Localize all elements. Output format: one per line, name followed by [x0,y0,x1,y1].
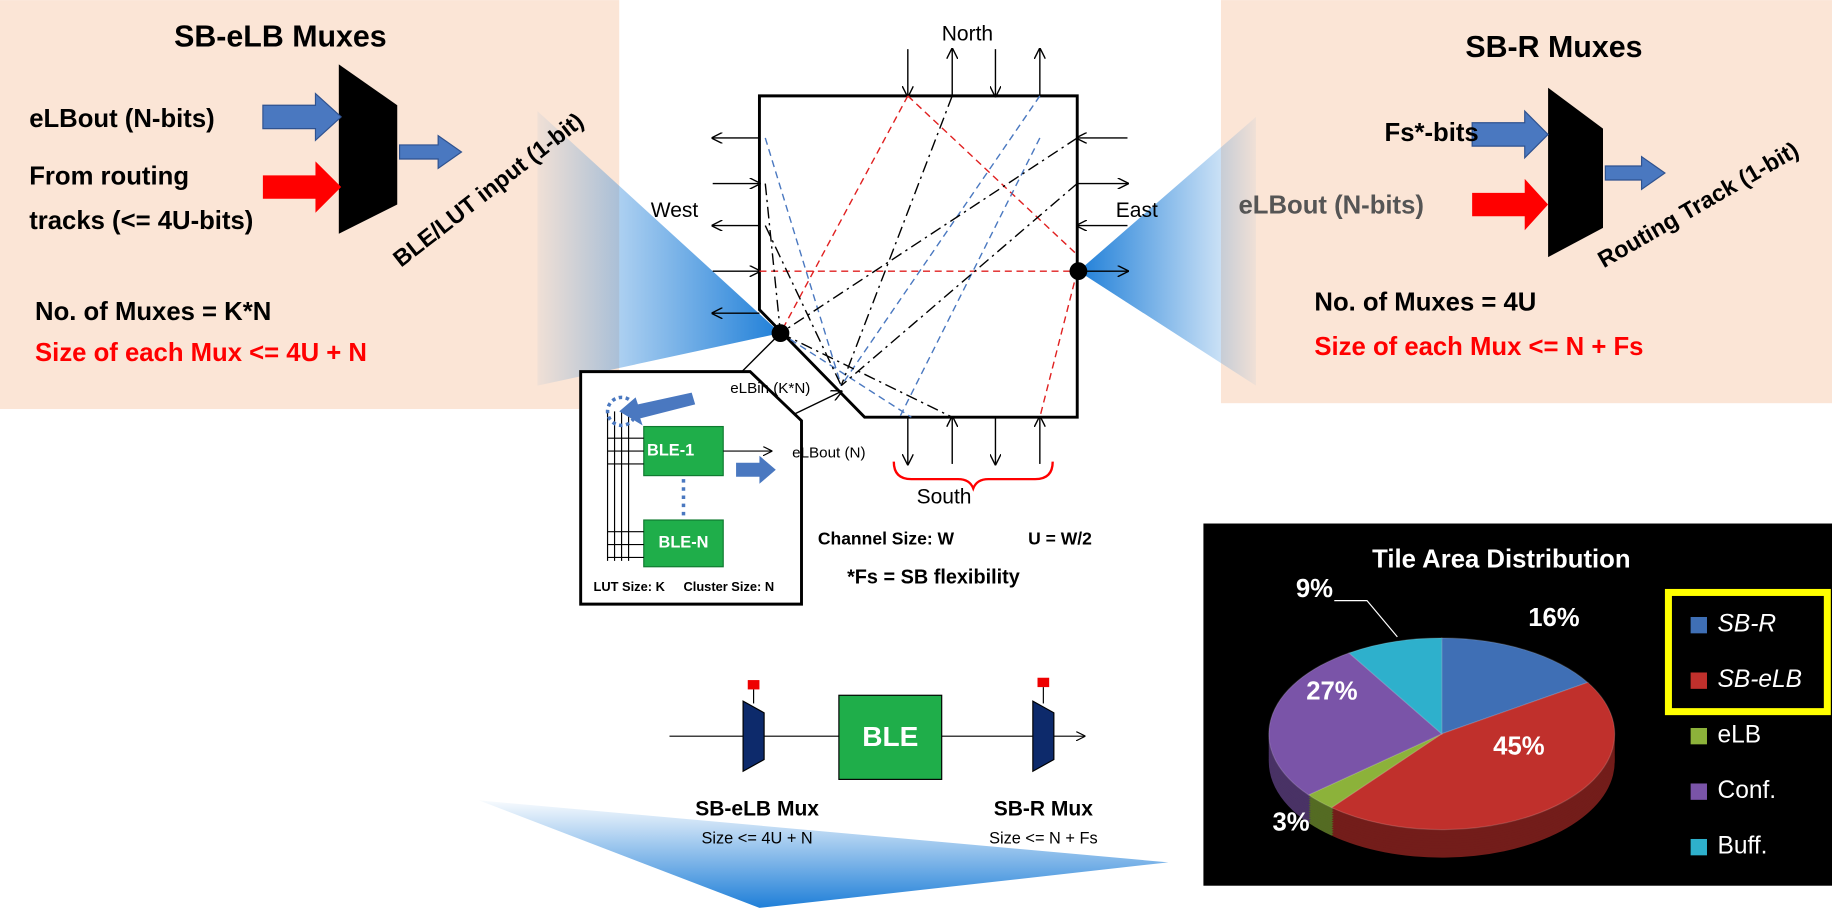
left-mux-group [262,64,463,234]
value-label: 27% [1306,678,1358,706]
label: Size <= 4U + N [701,829,812,847]
label: U = W/2 [1028,528,1092,548]
legend-swatch [1690,672,1707,689]
label: tracks (<= 4U-bits) [29,207,253,235]
legend-swatch [1690,727,1707,745]
direction-label: South [917,485,972,508]
panel-title: SB-eLB Muxes [174,21,387,54]
label: LUT Size: K [594,579,666,594]
spotlight [537,111,781,386]
label: SB-R Mux [994,797,1094,820]
value-label: 3% [1272,809,1309,837]
mux [338,64,398,234]
legend-swatch [1690,616,1707,634]
arrow [1604,155,1666,191]
pie-slice [1307,733,1443,809]
pie-slice [1441,637,1589,735]
legend-label: Conf. [1718,777,1777,804]
right-mux-group [1471,87,1666,258]
legend-label: SB-eLB [1718,666,1803,693]
legend-swatch [1690,838,1707,856]
label: SB-eLB Mux [695,797,819,820]
switch-box [710,49,1127,492]
arrow [262,161,342,213]
arrow [1472,178,1549,231]
arrow [1471,109,1549,160]
label: eLBout (N-bits) [29,105,214,133]
cluster [579,370,803,606]
pie-slice [1268,652,1443,796]
label: eLBin (K*N) [730,380,810,397]
label: No. of Muxes = K*N [35,298,271,326]
mux [1548,87,1603,258]
legend-label: SB-R [1718,611,1777,638]
ble-label: BLE-1 [647,441,694,459]
value-label: 45% [1493,733,1545,761]
arrow [398,134,463,170]
left-panel [0,0,620,410]
label: eLBout (N-bits) [1238,192,1423,220]
label: eLBout (N) [792,444,865,461]
legend-label: eLB [1718,722,1762,749]
pie-title: Tile Area Distribution [1372,546,1630,574]
path-diagram [669,677,1084,780]
legend-swatch [1690,783,1707,800]
pie-slice [1347,637,1443,736]
label: Channel Size: W [818,528,955,548]
spotlight [1078,116,1256,386]
label: Size <= N + Fs [989,829,1098,847]
label: Cluster Size: N [683,579,774,594]
direction-label: North [942,23,993,46]
label: No. of Muxes = 4U [1314,289,1536,317]
value-label: 16% [1528,604,1580,632]
label: *Fs = SB flexibility [847,567,1020,589]
direction-label: East [1116,199,1158,222]
highlight-box [1664,588,1831,716]
label: From routing [29,162,189,190]
ble-label: BLE [862,721,918,752]
label: Size of each Mux <= 4U + N [35,339,367,367]
legend-label: Buff. [1718,833,1768,860]
label: Fs*-bits [1385,119,1479,147]
value-label: 9% [1296,575,1333,603]
panel-title: SB-R Muxes [1465,31,1642,64]
label: Size of each Mux <= N + Fs [1314,333,1643,361]
pie: 16% 45% 3% 27% 9% SB-R SB-eLB eLB Conf. Buff. [1268,575,1803,860]
direction-label: West [651,199,699,222]
arrow [262,92,343,142]
pie-slice [1330,681,1616,831]
spotlight [479,800,1169,908]
ble-label: BLE-N [659,534,709,552]
leader-line [1334,600,1398,638]
